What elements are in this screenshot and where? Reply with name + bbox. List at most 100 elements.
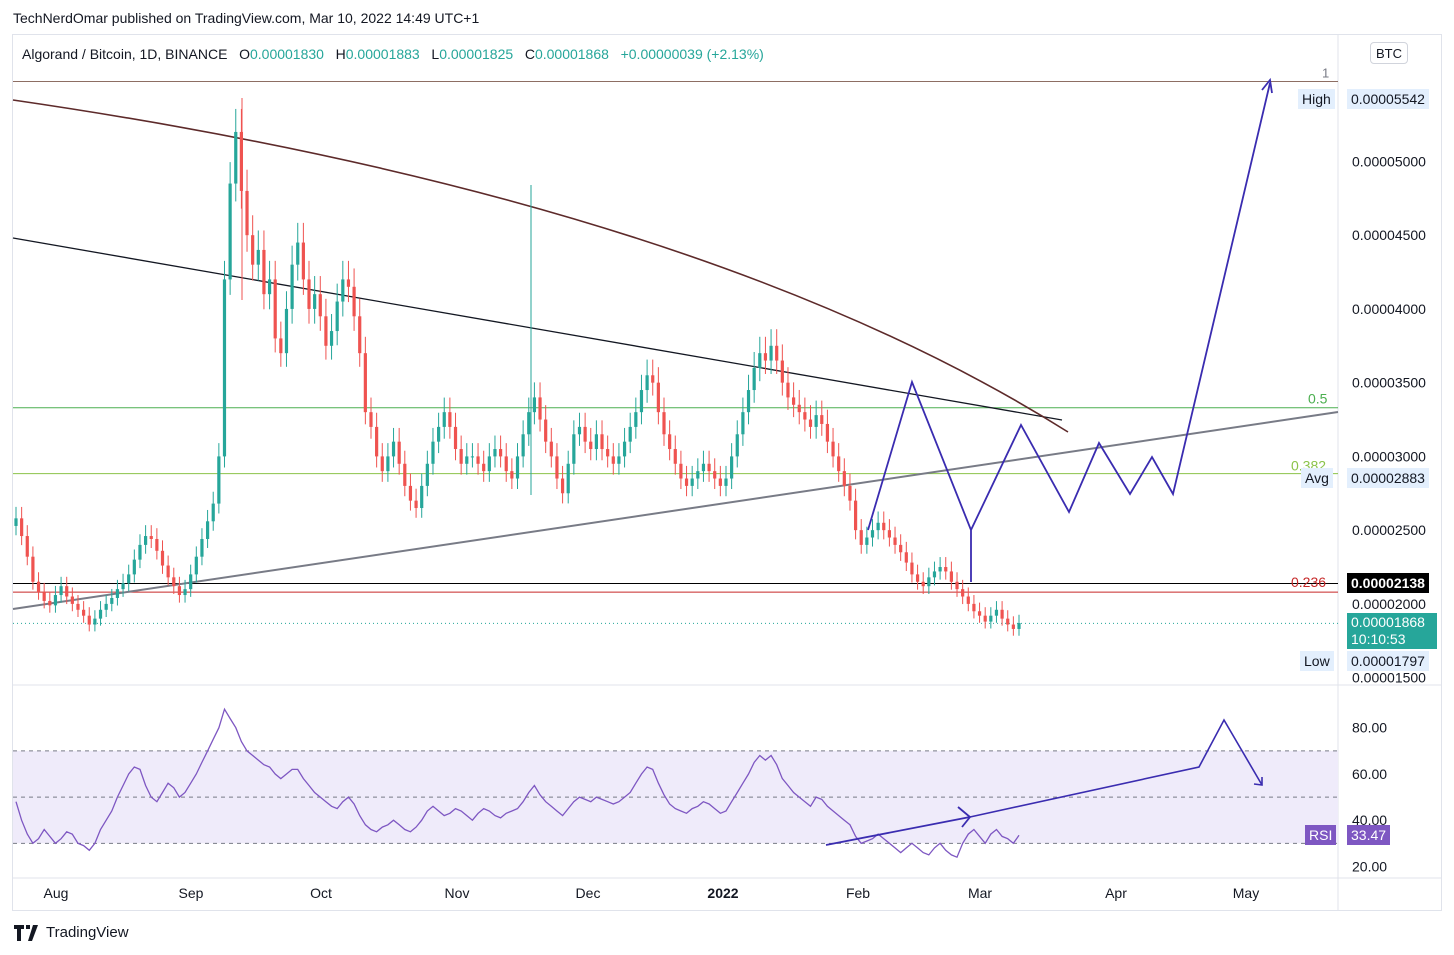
candle-body (842, 471, 846, 486)
candle-body (256, 249, 260, 265)
candle-body (403, 463, 407, 486)
candle-body (36, 581, 41, 593)
time-tick-label: Apr (1105, 885, 1127, 901)
publisher-line: TechNerdOmar published on TradingView.co… (13, 10, 480, 26)
candle-body (267, 279, 272, 295)
candle-body (724, 478, 728, 486)
candle-body (983, 615, 987, 622)
rsi-divergence-line (825, 816, 971, 846)
candle-body (577, 426, 582, 435)
candle-body (966, 596, 970, 604)
rsi-tick-label: 60.00 (1352, 766, 1387, 782)
price-tick-label: 0.00005000 (1352, 153, 1426, 169)
candle-body (172, 577, 176, 587)
candle-body (437, 426, 441, 442)
rsi-layer (13, 707, 1338, 859)
candle-body (679, 463, 683, 479)
tradingview-footer[interactable]: TradingView (14, 924, 129, 941)
candle-body (160, 550, 165, 566)
candle-body (606, 449, 610, 457)
price-tick-label: 0.00002000 (1352, 596, 1426, 612)
candle-body (1017, 623, 1021, 629)
candle-body (504, 456, 508, 472)
candle-body (583, 426, 587, 442)
candle-body (786, 382, 790, 398)
last-price-value: 0.00001868 (1351, 614, 1425, 630)
candle-body (769, 345, 773, 361)
candle-body (611, 456, 615, 464)
time-tick-label: Mar (968, 885, 992, 901)
high-badge-value: 0.00005542 (1347, 89, 1429, 109)
candle-body (465, 456, 469, 464)
candle-layer (14, 98, 1021, 636)
candle-body (358, 316, 362, 354)
candle-body (549, 441, 553, 457)
candle-body (104, 603, 108, 610)
candle-body (949, 571, 953, 582)
low-badge-value: 0.00001797 (1347, 651, 1429, 671)
symbol-name[interactable]: Algorand / Bitcoin, 1D, BINANCE (22, 46, 228, 62)
rsi-projection-arrowhead (1253, 777, 1263, 786)
candle-body (296, 242, 300, 265)
candle-body (938, 567, 942, 572)
currency-button[interactable]: BTC (1370, 42, 1408, 64)
candle-body (290, 264, 294, 309)
level-badge: 0.00002138 (1347, 573, 1429, 593)
candle-body (803, 412, 807, 420)
candle-body (656, 382, 660, 413)
candle-body (538, 397, 542, 420)
time-tick-label: Nov (445, 885, 470, 901)
candle-body (448, 412, 452, 427)
candle-body (369, 412, 373, 427)
candle-body (921, 581, 925, 587)
candle-body (904, 552, 908, 563)
resistance-trendline (12, 237, 1063, 421)
descending-curve (12, 99, 1069, 433)
candle-body (59, 586, 63, 596)
candle-body (115, 589, 120, 598)
candle-body (690, 478, 694, 486)
candle-body (741, 412, 745, 435)
candle-body (560, 478, 565, 494)
candle-body (527, 412, 531, 435)
price-tick-label: 0.00004000 (1352, 301, 1426, 317)
candle-body (645, 375, 649, 391)
candle-body (713, 471, 717, 479)
candle-body (600, 434, 604, 450)
candle-body (132, 559, 136, 575)
candle-body (555, 456, 559, 479)
candle-body (53, 595, 58, 606)
candle-body (651, 375, 655, 383)
candle-body (617, 456, 621, 464)
price-tick-label: 0.00004500 (1352, 227, 1426, 243)
candle-body (279, 338, 283, 354)
candle-body (284, 308, 289, 354)
candle-body (662, 412, 666, 435)
brand-name: TradingView (46, 924, 129, 941)
low-badge-label: Low (1300, 651, 1334, 671)
rsi-tick-label: 80.00 (1352, 720, 1387, 736)
fib-label-1: 1 (1322, 66, 1329, 81)
time-tick-label: Sep (179, 885, 204, 901)
candle-body (775, 345, 779, 361)
candle-body (1000, 609, 1004, 619)
candle-body (814, 415, 818, 427)
candle-body (482, 463, 486, 472)
candle-body (808, 419, 813, 427)
candle-body (110, 597, 114, 604)
candle-body (566, 463, 570, 494)
rsi-tick-label: 40.00 (1352, 812, 1387, 828)
time-tick-label: Feb (846, 885, 870, 901)
candle-body (696, 471, 700, 479)
candle-body (341, 279, 345, 302)
candle-body (730, 456, 734, 479)
high-label: H (335, 46, 346, 62)
candle-body (763, 353, 768, 361)
candle-body (183, 589, 187, 596)
candle-body (887, 530, 891, 538)
candle-body (420, 485, 424, 509)
close-value: 0.00001868 (534, 46, 609, 62)
candle-body (391, 441, 396, 457)
price-tick-label: 0.00002500 (1352, 522, 1426, 538)
